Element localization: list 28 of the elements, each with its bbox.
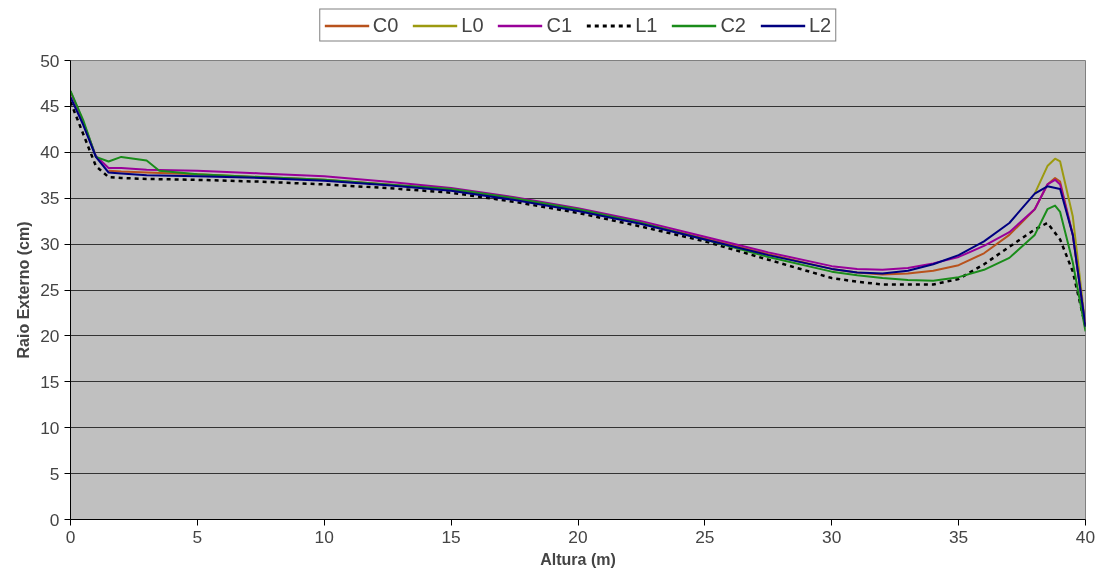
y-tick-label: 45 [40, 96, 60, 117]
legend-label: L0 [461, 13, 484, 37]
legend-label: L1 [635, 13, 658, 37]
x-tick-label: 40 [1075, 526, 1096, 547]
x-tick-label: 5 [192, 526, 203, 547]
x-tick-label: 35 [948, 526, 969, 547]
y-tick-label: 5 [49, 463, 60, 484]
legend-label: C0 [372, 13, 399, 37]
y-axis-title: Raio Externo (cm) [15, 221, 33, 359]
y-tick-label: 40 [40, 142, 60, 163]
x-tick-label: 0 [65, 526, 76, 547]
y-tick-label: 50 [40, 50, 60, 71]
x-tick-label: 15 [441, 526, 461, 547]
y-tick-label: 0 [49, 509, 60, 530]
x-tick-label: 10 [314, 526, 334, 547]
legend-label: C1 [546, 13, 573, 37]
x-tick-label: 30 [822, 526, 842, 547]
y-tick-label: 25 [40, 280, 60, 300]
y-tick-label: 15 [40, 371, 60, 392]
x-tick-label: 20 [568, 526, 588, 547]
y-tick-label: 35 [40, 188, 60, 209]
legend-label: L2 [808, 13, 832, 37]
y-tick-label: 20 [40, 325, 60, 346]
legend-label: C2 [720, 13, 746, 37]
x-axis-title: Altura (m) [540, 550, 616, 568]
y-tick-label: 30 [40, 234, 60, 255]
y-tick-label: 10 [40, 417, 60, 438]
x-tick-label: 25 [695, 526, 715, 547]
